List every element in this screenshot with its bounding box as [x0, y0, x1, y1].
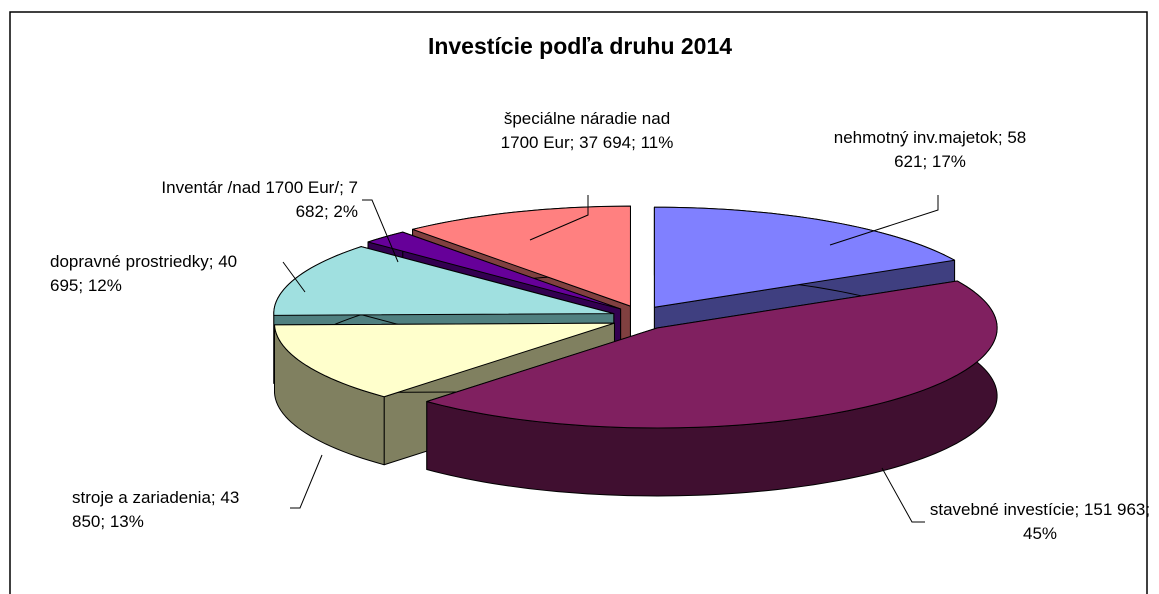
label-percent: 11% — [631, 133, 673, 152]
chart-title: Investície podľa druhu 2014 — [428, 33, 732, 59]
slice — [274, 322, 615, 398]
label-name: dopravné prostriedky — [50, 252, 209, 271]
data-label: stavebné investície151 96345% — [925, 498, 1155, 546]
leader-line — [282, 261, 306, 293]
leader-line — [362, 199, 399, 263]
label-percent: 12% — [78, 276, 121, 295]
label-percent: 17% — [922, 152, 965, 171]
leader-line — [829, 195, 939, 246]
label-value: 151 963 — [1074, 500, 1145, 519]
slice — [653, 206, 956, 308]
slice — [412, 205, 631, 307]
label-name: Inventár /nad 1700 Eur/ — [161, 178, 340, 197]
slice — [367, 231, 622, 310]
label-percent: 13% — [100, 512, 143, 531]
data-label: Inventár /nad 1700 Eur/7 6822% — [150, 176, 358, 224]
data-label: nehmotný inv.majetok58 62117% — [830, 126, 1030, 174]
leader-line — [290, 454, 323, 509]
label-name: špeciálne náradie nad 1700 Eur — [500, 109, 671, 152]
label-percent: 2% — [324, 202, 358, 221]
data-label: dopravné prostriedky40 69512% — [50, 250, 250, 298]
pie — [273, 205, 998, 497]
label-name: stroje a zariadenia — [72, 488, 211, 507]
label-value: 37 694 — [570, 133, 631, 152]
slice — [426, 280, 998, 429]
data-label: špeciálne náradie nad 1700 Eur37 69411% — [487, 107, 687, 155]
label-name: nehmotný inv.majetok — [833, 128, 998, 147]
leader-lines — [282, 195, 939, 523]
leader-line — [881, 467, 925, 523]
data-label: stroje a zariadenia43 85013% — [72, 486, 272, 534]
label-name: stavebné investície — [929, 500, 1075, 519]
leader-line — [529, 195, 589, 241]
